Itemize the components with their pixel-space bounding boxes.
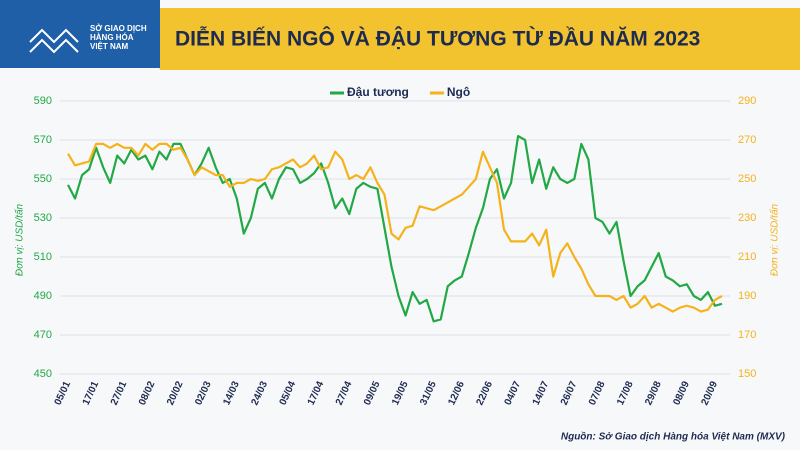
y2-tick-label: 250 [738,173,756,185]
y2-tick-label: 190 [738,290,756,302]
y-tick-label: 490 [34,290,52,302]
y2-tick-label: 230 [738,212,756,224]
line-series [67,142,723,313]
y-tick-label: 570 [34,134,52,146]
y-tick-label: 590 [34,95,52,107]
y-axis-label: Đơn vị: USD/tấn [14,203,26,276]
y2-axis-label: Đơn vị: USD/tấn [769,203,781,276]
legend-label: Đậu tương [347,85,409,99]
brand-line: HÀNG HÓA [90,33,134,42]
y2-tick-label: 290 [738,95,756,107]
y-tick-label: 470 [34,329,52,341]
y2-tick-label: 170 [738,329,756,341]
y2-tick-label: 210 [738,251,756,263]
y2-tick-label: 150 [738,368,756,380]
chart-title: DIỄN BIẾN NGÔ VÀ ĐẬU TƯƠNG TỪ ĐẦU NĂM 20… [175,27,700,51]
y-tick-label: 530 [34,212,52,224]
brand-line: VIỆT NAM [90,42,129,51]
brand-line: SỞ GIAO DỊCH [90,24,147,33]
logo-mark [29,28,79,54]
line-series [67,135,723,323]
legend-label: Ngô [447,85,470,99]
source: Nguồn: Sở Giao dịch Hàng hóa Việt Nam (M… [561,431,786,443]
y-tick-label: 550 [34,173,52,185]
y-tick-label: 510 [34,251,52,263]
y2-tick-label: 270 [738,134,756,146]
y-tick-label: 450 [34,368,52,380]
title-band [140,8,800,70]
logo-panel [0,0,160,68]
